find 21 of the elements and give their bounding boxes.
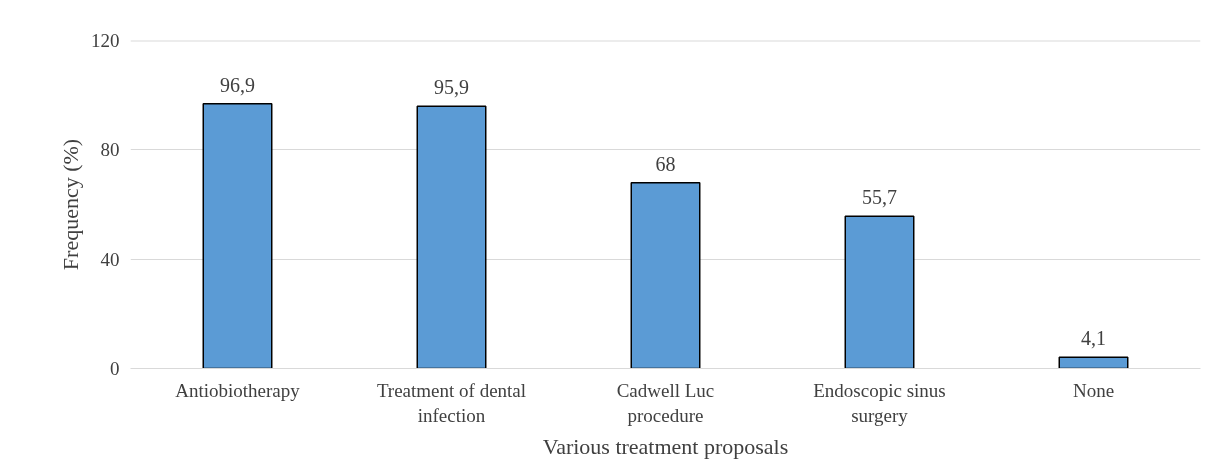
- data-label: 68: [655, 152, 676, 175]
- bar: [630, 181, 701, 369]
- x-tick-label: None: [1072, 379, 1115, 401]
- y-tick-label: 40: [100, 248, 120, 270]
- y-axis-title: Frequency (%): [58, 138, 83, 271]
- data-label: 55,7: [862, 186, 897, 209]
- bar: [202, 102, 273, 369]
- x-tick-label: Treatment of dental infection: [376, 379, 527, 426]
- data-label: 96,9: [220, 73, 255, 96]
- x-tick-label: Endoscopic sinus surgery: [813, 379, 946, 426]
- x-axis-title: Various treatment proposals: [542, 433, 789, 459]
- bar: [416, 105, 487, 369]
- x-tick-label: Antiobiotherapy: [175, 379, 301, 401]
- y-tick-label: 80: [100, 139, 120, 161]
- y-tick-label: 0: [110, 358, 120, 379]
- bar: [844, 215, 915, 369]
- bar: [1058, 356, 1129, 369]
- y-tick-label: 120: [91, 30, 120, 51]
- x-tick-label: Cadwell Luc procedure: [616, 379, 715, 426]
- data-label: 95,9: [434, 76, 469, 99]
- data-label: 4,1: [1081, 327, 1106, 350]
